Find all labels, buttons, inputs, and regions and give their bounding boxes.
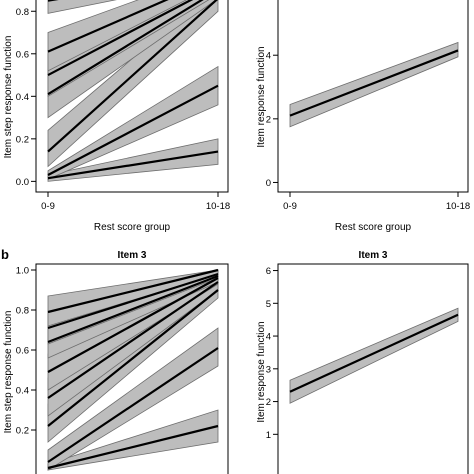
series-line-6 — [47, 274, 219, 344]
panel-title: Item 3 — [359, 250, 388, 261]
plot-frame — [35, 263, 229, 474]
x-axis-label: Rest score group — [335, 222, 412, 233]
x-tick-label: 10-18 — [206, 201, 230, 212]
chart-panel-a-left: 0.0 0.2 0.4 0.6 0.8 0-9 10-18 Rest score group I… — [3, 0, 230, 233]
series-line-1 — [289, 49, 459, 117]
y-tick-label: 0.6 — [16, 49, 29, 60]
confidence-band-1 — [289, 41, 459, 128]
series-line-4 — [47, 0, 204, 96]
series-line-2 — [47, 84, 219, 176]
y-axis-label: Item step response function — [3, 311, 14, 434]
y-tick-label: 0.6 — [16, 346, 29, 357]
y-tick-label: 6 — [266, 266, 271, 277]
y-axis-label: Item step response function — [3, 36, 14, 159]
confidence-band-6 — [47, 0, 187, 72]
series-line-8 — [47, 268, 219, 314]
series-line-5 — [47, 0, 194, 77]
chart-panel-b-right: 1 2 3 4 5 6 Item response function Item 3 — [256, 250, 469, 474]
x-tick-label: 10-18 — [446, 201, 470, 212]
series-line-3 — [47, 0, 218, 153]
panel-title: Item 3 — [118, 250, 147, 261]
x-axis-label: Rest score group — [94, 222, 171, 233]
panel-label: b — [1, 247, 9, 262]
series-line-7 — [47, 272, 219, 330]
chart-panel-a-right: 0 2 4 0-9 10-18 Rest score group Item response… — [256, 0, 470, 233]
y-tick-label: 0.0 — [16, 177, 29, 188]
y-tick-label: 1.0 — [16, 266, 29, 277]
series-line-1 — [289, 313, 459, 393]
y-tick-label: 2 — [266, 397, 271, 408]
x-tick-label: 0-9 — [41, 201, 55, 212]
series-line-5 — [47, 277, 219, 373]
y-axis-label: Item response function — [256, 46, 267, 147]
series-line-6 — [47, 0, 169, 53]
series-line-2 — [47, 347, 219, 463]
y-tick-label: 0.4 — [16, 386, 29, 397]
series-line-4 — [47, 281, 219, 399]
y-tick-label: 0.2 — [16, 134, 29, 145]
plot-frame — [277, 0, 469, 193]
y-tick-label: 0.2 — [16, 426, 29, 437]
y-tick-label: 5 — [266, 299, 271, 310]
chart-panel-b-left: 0.2 0.4 0.6 0.8 1.0 Item step response functi… — [1, 247, 229, 474]
plot-frame — [277, 263, 469, 474]
y-tick-label: 4 — [266, 51, 271, 62]
y-tick-label: 4 — [266, 332, 271, 343]
series-line-3 — [47, 289, 219, 427]
confidence-band-1 — [289, 307, 459, 404]
y-axis-label: Item response function — [256, 321, 267, 422]
y-tick-label: 0 — [266, 178, 271, 189]
y-tick-label: 0.8 — [16, 7, 29, 18]
y-tick-label: 0.4 — [16, 92, 29, 103]
series-line-1 — [47, 150, 219, 180]
plot-frame — [35, 0, 229, 193]
confidence-band-2 — [47, 65, 219, 180]
y-tick-label: 3 — [266, 364, 271, 375]
x-tick-label: 0-9 — [283, 201, 297, 212]
y-tick-label: 0.8 — [16, 306, 29, 317]
y-tick-label: 2 — [266, 114, 271, 125]
confidence-band-7 — [47, 0, 117, 14]
series-line-1 — [47, 424, 219, 470]
y-tick-label: 1 — [266, 430, 271, 441]
